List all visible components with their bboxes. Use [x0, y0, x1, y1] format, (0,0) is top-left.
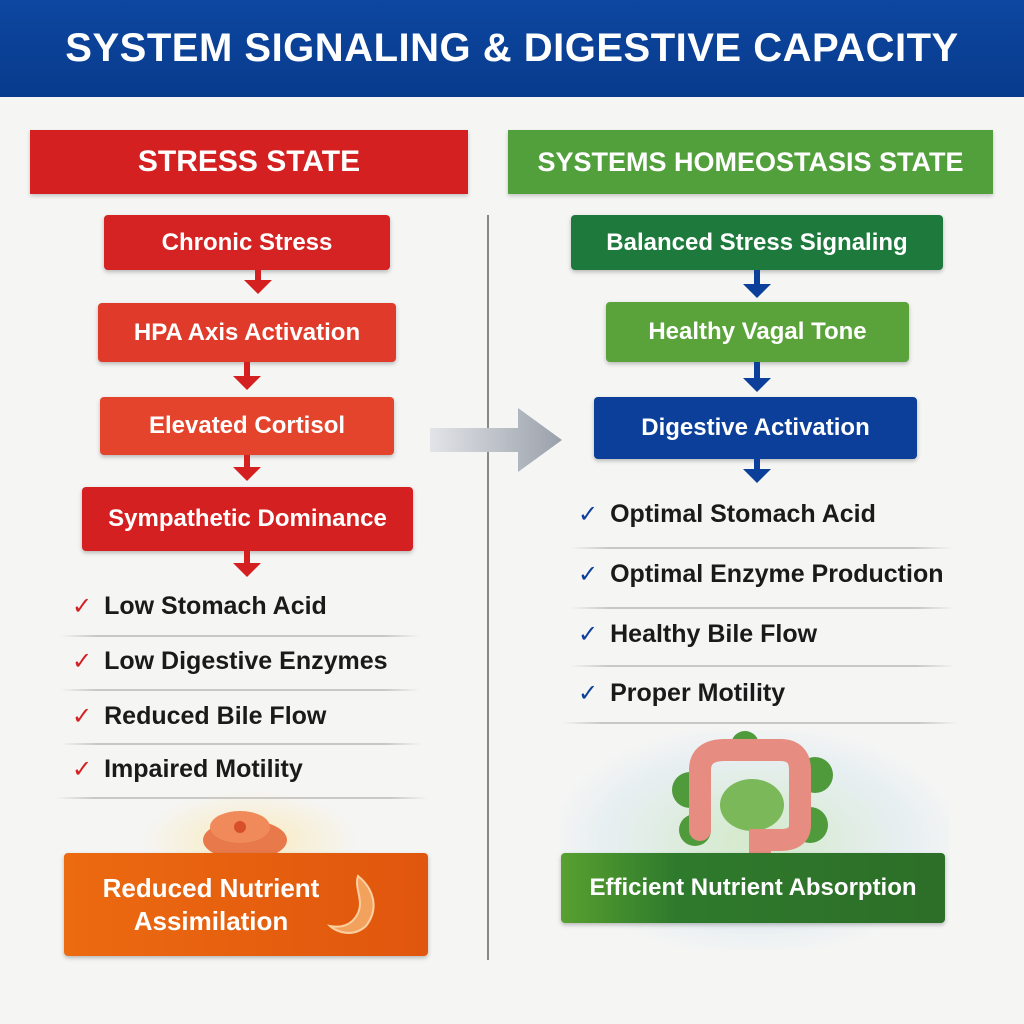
- step-balanced-signaling: Balanced Stress Signaling: [571, 215, 943, 270]
- check-icon: ✓: [578, 680, 599, 707]
- check-icon: ✓: [578, 621, 599, 648]
- check-icon: ✓: [72, 756, 93, 783]
- stress-state-heading: STRESS STATE: [30, 130, 468, 194]
- effect-item: ✓ Reduced Bile Flow: [72, 702, 327, 730]
- arrow-down-icon: [244, 270, 272, 294]
- effect-item: ✓ Optimal Stomach Acid: [578, 500, 876, 528]
- divider: [60, 689, 420, 691]
- arrow-down-icon: [233, 362, 261, 390]
- homeostasis-state-heading: SYSTEMS HOMEOSTASIS STATE: [508, 130, 993, 194]
- arrow-down-icon: [743, 362, 771, 392]
- step-chronic-stress: Chronic Stress: [104, 215, 390, 270]
- outcome-efficient-absorption: Efficient Nutrient Absorption: [561, 853, 945, 923]
- divider: [60, 635, 420, 637]
- effect-item: ✓ Optimal Enzyme Production: [578, 560, 944, 588]
- divider: [570, 607, 955, 609]
- check-icon: ✓: [72, 703, 93, 730]
- effect-item: ✓ Proper Motility: [578, 679, 786, 707]
- step-elevated-cortisol: Elevated Cortisol: [100, 397, 394, 455]
- effect-item: ✓ Healthy Bile Flow: [578, 620, 818, 648]
- effect-item: ✓ Impaired Motility: [72, 755, 303, 783]
- divider: [570, 547, 952, 549]
- divider: [60, 743, 422, 745]
- check-icon: ✓: [72, 593, 93, 620]
- step-healthy-vagal-tone: Healthy Vagal Tone: [606, 302, 909, 362]
- digestive-organ-icon: [203, 811, 287, 860]
- check-icon: ✓: [578, 501, 599, 528]
- check-icon: ✓: [72, 648, 93, 675]
- column-divider: [487, 215, 489, 960]
- effect-item: ✓ Low Digestive Enzymes: [72, 647, 388, 675]
- check-icon: ✓: [578, 561, 599, 588]
- divider: [56, 797, 428, 799]
- stomach-icon: [326, 874, 375, 934]
- step-hpa-axis: HPA Axis Activation: [98, 303, 396, 362]
- arrow-down-icon: [743, 459, 771, 483]
- divider: [570, 665, 955, 667]
- arrow-down-icon: [233, 551, 261, 577]
- step-digestive-activation: Digestive Activation: [594, 397, 917, 459]
- step-sympathetic-dominance: Sympathetic Dominance: [82, 487, 413, 551]
- arrow-down-icon: [233, 455, 261, 481]
- transition-arrow-icon: [430, 408, 562, 472]
- outcome-reduced-assimilation: Reduced Nutrient Assimilation: [64, 853, 428, 956]
- intestine-icon: [672, 731, 833, 865]
- divider: [562, 722, 958, 724]
- arrow-down-icon: [743, 270, 771, 298]
- effect-item: ✓ Low Stomach Acid: [72, 592, 327, 620]
- page-title: SYSTEM SIGNALING & DIGESTIVE CAPACITY: [0, 0, 1024, 97]
